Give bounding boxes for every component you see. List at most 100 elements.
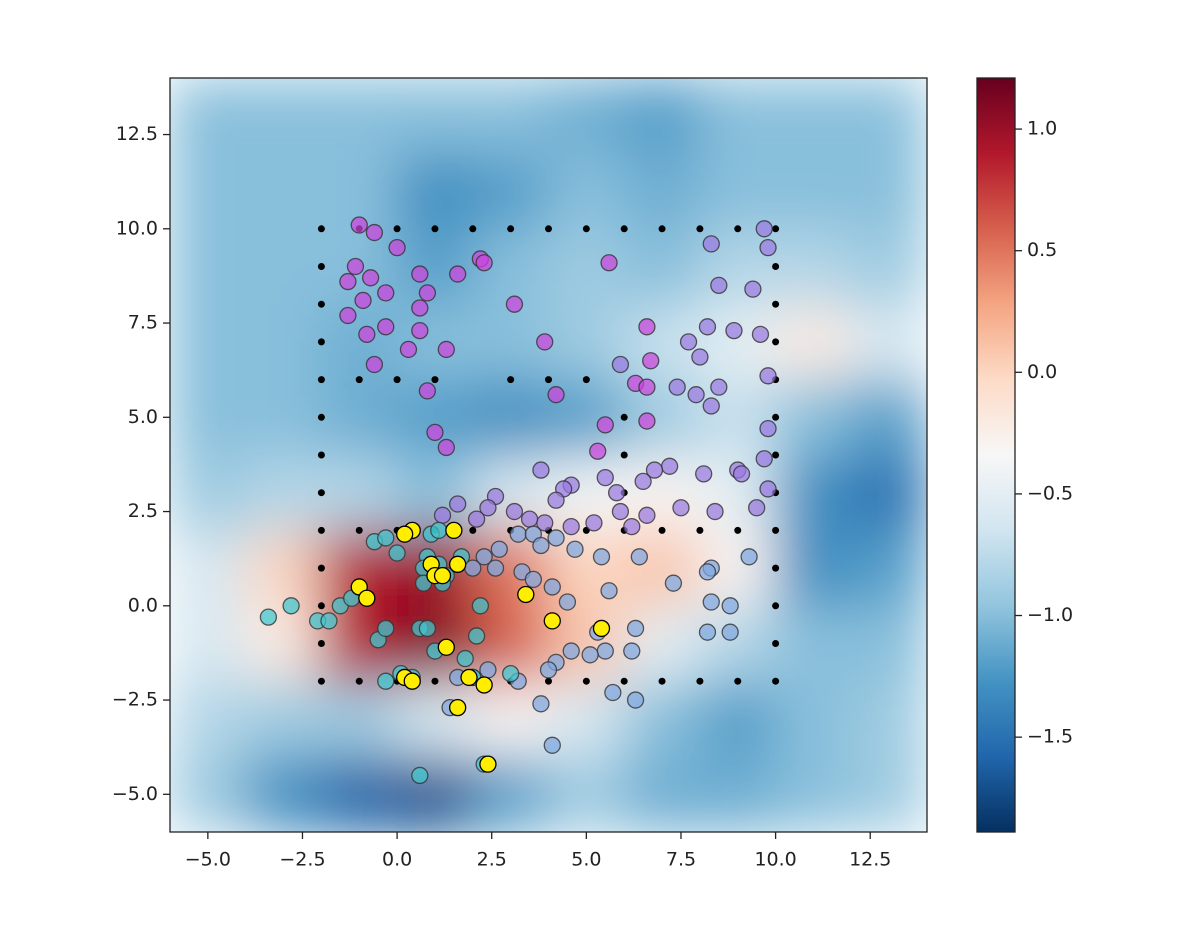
- grid-dot: [469, 225, 477, 233]
- point: [547, 386, 565, 404]
- point: [501, 665, 520, 683]
- grid-dot: [317, 413, 325, 421]
- grid-dot: [431, 376, 439, 384]
- heat-cell: [245, 303, 322, 381]
- heat-cell: [548, 756, 625, 832]
- grid-dot: [393, 376, 401, 384]
- grid-dot: [734, 225, 742, 233]
- point: [543, 612, 561, 630]
- heat-cell: [320, 78, 398, 154]
- point: [592, 548, 611, 566]
- point: [691, 348, 709, 366]
- x-tick-label: −2.5: [279, 849, 325, 871]
- grid-dot: [772, 263, 780, 270]
- point: [547, 529, 565, 547]
- heat-cell: [170, 379, 247, 456]
- grid-dot: [772, 451, 780, 459]
- point: [543, 578, 561, 596]
- y-tick-label: 12.5: [116, 123, 158, 145]
- point: [539, 661, 558, 679]
- heat-cell: [396, 680, 474, 758]
- point: [687, 386, 705, 404]
- grid-dot: [317, 640, 325, 647]
- y-tick-label: 10.0: [116, 217, 158, 239]
- point: [486, 559, 505, 577]
- grid-dot: [317, 225, 325, 233]
- point: [449, 555, 467, 573]
- grid-dot: [772, 338, 780, 346]
- point: [589, 442, 607, 460]
- point: [479, 499, 497, 517]
- heat-cell: [850, 529, 927, 607]
- grid-dot: [620, 225, 628, 233]
- x-tick-label: 7.5: [666, 849, 696, 871]
- heat-cell: [775, 78, 852, 154]
- heat-cell: [170, 454, 247, 531]
- point: [467, 510, 486, 528]
- heat-cell: [245, 756, 322, 832]
- grid-dot: [772, 413, 780, 421]
- point: [532, 695, 550, 713]
- heat-cell: [548, 78, 625, 154]
- point: [467, 627, 486, 645]
- grid-dot: [658, 225, 666, 233]
- point: [532, 536, 550, 555]
- point: [759, 367, 777, 385]
- colorbar-tick-label: 0.5: [1027, 239, 1057, 261]
- point: [524, 570, 543, 589]
- point: [543, 736, 561, 754]
- point: [710, 378, 728, 396]
- point: [479, 755, 497, 773]
- grid-dot: [620, 451, 628, 459]
- heat-cell: [850, 152, 927, 230]
- y-tick-label: 7.5: [128, 312, 158, 334]
- point: [361, 269, 380, 287]
- point: [388, 544, 406, 562]
- point: [403, 672, 421, 690]
- colorbar-tick-label: 0.0: [1027, 361, 1057, 383]
- heat-cell: [775, 152, 852, 230]
- heat-cell: [472, 379, 549, 456]
- heat-cell: [699, 756, 777, 832]
- y-tick-label: 5.0: [128, 406, 158, 428]
- heat-cell: [850, 379, 927, 456]
- x-tick-label: 10.0: [754, 849, 796, 871]
- point: [759, 238, 777, 257]
- grid-dot: [734, 526, 742, 534]
- grid-dot: [772, 640, 780, 647]
- heat-cell: [396, 756, 474, 832]
- grid-dot: [582, 376, 590, 384]
- point: [259, 608, 278, 626]
- point: [725, 321, 743, 340]
- heat-cell: [699, 152, 777, 230]
- grid-dot: [620, 677, 628, 685]
- point: [611, 502, 630, 521]
- grid-dot: [317, 526, 325, 534]
- heat-cell: [548, 152, 625, 230]
- point: [581, 646, 599, 664]
- point: [377, 529, 395, 547]
- grid-dot: [658, 677, 666, 685]
- grid-dot: [317, 338, 325, 346]
- grid-dot: [317, 564, 325, 572]
- colorbar-tick-label: −0.5: [1027, 482, 1073, 504]
- heat-cell: [245, 605, 322, 682]
- grid-dot: [317, 300, 325, 308]
- point: [630, 548, 648, 566]
- point: [365, 223, 384, 242]
- heat-cell: [775, 228, 852, 305]
- grid-dot: [696, 526, 704, 534]
- point: [740, 548, 758, 566]
- point: [744, 280, 762, 298]
- point: [339, 272, 357, 291]
- heat-cell: [245, 454, 322, 531]
- grid-dot: [317, 451, 325, 459]
- heat-cell: [245, 680, 322, 758]
- point: [759, 419, 777, 438]
- point: [399, 340, 418, 359]
- point: [604, 683, 622, 702]
- point: [433, 506, 452, 524]
- heat-cell: [775, 379, 852, 456]
- heat-cell: [850, 78, 927, 154]
